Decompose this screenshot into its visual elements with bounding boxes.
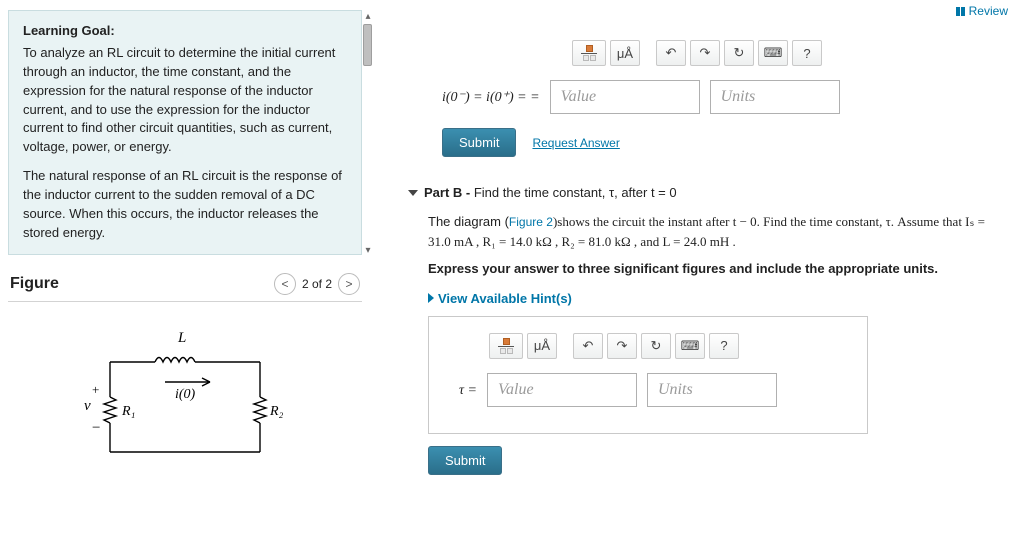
part-a-value-input[interactable]: Value: [550, 80, 700, 114]
part-b-description: The diagram (Figure 2)shows the circuit …: [428, 212, 1006, 251]
part-b-answer-row: τ = Value Units: [449, 373, 855, 407]
expand-icon: [428, 293, 434, 303]
reset-button-b[interactable]: ↻: [641, 333, 671, 359]
figure-next-button[interactable]: >: [338, 273, 360, 295]
reset-button[interactable]: ↻: [724, 40, 754, 66]
part-b-submit-button[interactable]: Submit: [428, 446, 502, 475]
help-button[interactable]: ?: [792, 40, 822, 66]
learning-goal-title: Learning Goal:: [23, 23, 347, 38]
part-b-body: The diagram (Figure 2)shows the circuit …: [428, 212, 1006, 475]
review-link[interactable]: Review: [956, 4, 1008, 18]
circuit-diagram: L i(0) v + − R₁ R₂: [70, 322, 300, 472]
part-b-toolbar: μÅ ↶ ↷ ↻ ⌨ ?: [485, 329, 855, 363]
figure-prev-button[interactable]: <: [274, 273, 296, 295]
part-b-header[interactable]: Part B - Find the time constant, τ, afte…: [408, 185, 1006, 200]
redo-button[interactable]: ↷: [690, 40, 720, 66]
label-L: L: [177, 330, 186, 346]
figure-2-link[interactable]: Figure 2: [509, 215, 553, 229]
help-button-b[interactable]: ?: [709, 333, 739, 359]
figure-pager-label: 2 of 2: [302, 277, 332, 291]
keyboard-button-b[interactable]: ⌨: [675, 333, 705, 359]
figure-divider: [8, 301, 362, 302]
view-hints-link[interactable]: View Available Hint(s): [428, 289, 1006, 309]
redo-button-b[interactable]: ↷: [607, 333, 637, 359]
part-b-label: Part B -: [424, 185, 474, 200]
part-a-units-input[interactable]: Units: [710, 80, 840, 114]
label-i0: i(0): [175, 387, 196, 402]
figure-title: Figure: [10, 275, 59, 293]
part-a-toolbar: μÅ ↶ ↷ ↻ ⌨ ?: [568, 36, 1006, 70]
request-answer-link[interactable]: Request Answer: [532, 136, 619, 150]
review-label: Review: [969, 4, 1008, 18]
undo-button[interactable]: ↶: [656, 40, 686, 66]
part-b-answer-box: μÅ ↶ ↷ ↻ ⌨ ? τ = Value Units: [428, 316, 868, 434]
label-v: v: [84, 398, 91, 414]
part-a-equation: i(0⁻) = i(0⁺) = =: [442, 89, 540, 106]
keyboard-button[interactable]: ⌨: [758, 40, 788, 66]
figure-pager: < 2 of 2 >: [274, 273, 360, 295]
learning-goal-p2: The natural response of an RL circuit is…: [23, 167, 347, 242]
label-R1: R₁: [121, 404, 135, 419]
label-plus: +: [92, 382, 99, 397]
collapse-icon: [408, 190, 418, 196]
part-b-subtitle: Find the time constant, τ, after t = 0: [474, 185, 677, 200]
learning-goal-box: Learning Goal: To analyze an RL circuit …: [8, 10, 362, 255]
label-minus: −: [92, 420, 100, 436]
part-b-units-input[interactable]: Units: [647, 373, 777, 407]
undo-button-b[interactable]: ↶: [573, 333, 603, 359]
hints-label: View Available Hint(s): [438, 289, 572, 309]
review-icon: [956, 7, 965, 16]
label-R2: R₂: [269, 404, 284, 419]
units-button-b[interactable]: μÅ: [527, 333, 557, 359]
template-button-b[interactable]: [489, 333, 523, 359]
part-b-instructions: Express your answer to three significant…: [428, 259, 1006, 279]
template-button[interactable]: [572, 40, 606, 66]
learning-goal-p1: To analyze an RL circuit to determine th…: [23, 44, 347, 157]
part-b-value-input[interactable]: Value: [487, 373, 637, 407]
tau-label: τ =: [449, 380, 477, 401]
units-button[interactable]: μÅ: [610, 40, 640, 66]
part-a-answer-row: i(0⁻) = i(0⁺) = = Value Units: [442, 80, 1006, 114]
part-a-submit-button[interactable]: Submit: [442, 128, 516, 157]
